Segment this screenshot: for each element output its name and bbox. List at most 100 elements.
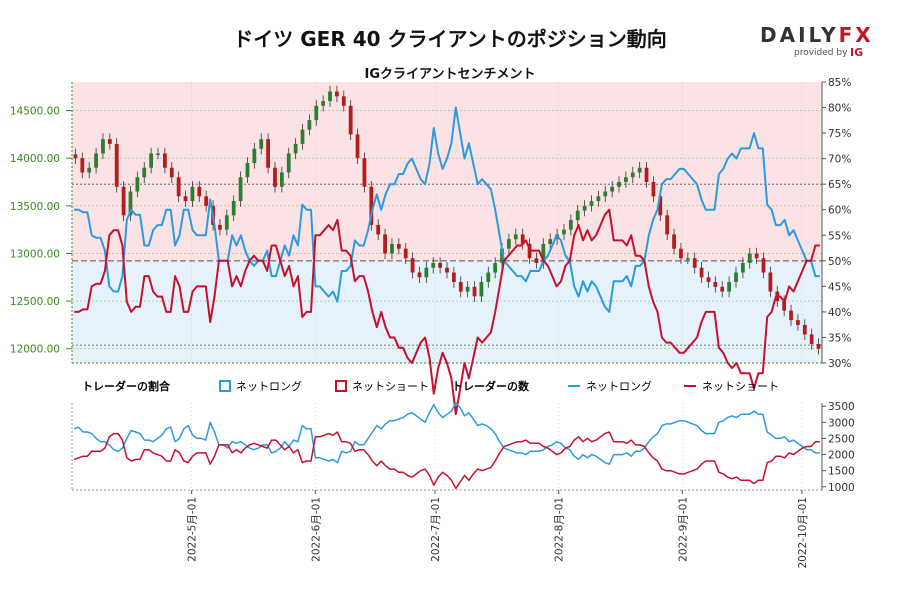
candle-body	[335, 91, 339, 97]
pct-tick-label: 70%	[828, 154, 851, 166]
candle-body	[204, 196, 209, 206]
candle-body	[279, 172, 284, 187]
candle-body	[568, 220, 573, 230]
net-short-zone	[72, 82, 822, 261]
candle-body	[754, 253, 759, 259]
candle-body	[176, 177, 181, 197]
legend-pct-heading: トレーダーの割合	[82, 379, 171, 393]
candle-body	[355, 134, 360, 159]
candle-body	[507, 239, 511, 249]
pct-tick-label: 45%	[828, 281, 851, 293]
candle-body	[156, 153, 160, 155]
candle-body	[314, 105, 319, 121]
candle-body	[734, 272, 738, 283]
date-tick-label: 2022-8月-01	[554, 497, 566, 562]
pct-tick-label: 80%	[828, 103, 851, 115]
candle-body	[266, 139, 270, 168]
candle-body	[114, 143, 119, 187]
logo-provided-by: provided by	[794, 48, 848, 58]
candle-body	[479, 282, 484, 297]
candle-body	[190, 186, 195, 202]
candle-body	[596, 196, 601, 202]
candle-body	[94, 153, 98, 168]
candle-body	[465, 286, 470, 292]
candle-body	[238, 177, 243, 202]
candle-body	[747, 253, 752, 263]
candle-body	[417, 272, 422, 278]
price-tick-label: 14000.00	[10, 153, 60, 165]
candle-body	[493, 262, 498, 273]
candle-body	[665, 215, 670, 235]
price-tick-label: 13000.00	[10, 248, 60, 260]
candle-body	[348, 105, 353, 135]
candle-body	[699, 267, 704, 278]
candle-body	[672, 234, 676, 249]
net-short-count-line	[73, 431, 820, 490]
pct-tick-label: 85%	[828, 77, 851, 89]
candle-body	[197, 186, 202, 197]
candle-body	[720, 286, 725, 292]
candle-body	[617, 182, 621, 187]
pct-tick-label: 60%	[828, 205, 851, 217]
dailyfx-logo: DAILYFX provided by IG	[758, 23, 871, 63]
count-tick-label: 3000	[828, 417, 855, 429]
candle-body	[403, 248, 408, 259]
candle-body	[589, 201, 594, 206]
candle-body	[121, 186, 126, 216]
candle-body	[300, 129, 305, 144]
candle-body	[390, 243, 394, 254]
date-axis: 2022-5月-01 2022-6月-01 2022-7月-01 2022-8月-01…	[187, 490, 809, 569]
candle-body	[87, 167, 92, 173]
candle-body	[486, 272, 491, 283]
pct-tick-label: 40%	[828, 307, 851, 319]
pct-tick-label: 65%	[828, 179, 851, 191]
candle-body	[376, 224, 381, 235]
candle-body	[362, 158, 367, 187]
candle-body	[802, 324, 807, 335]
candle-body	[500, 248, 504, 263]
candle-body	[575, 210, 580, 221]
count-tick-label: 1000	[828, 482, 855, 494]
candle-body	[472, 286, 477, 297]
candle-body	[685, 258, 690, 260]
price-tick-label: 13500.00	[10, 201, 60, 213]
count-tick-label: 3500	[828, 401, 855, 413]
candle-body	[582, 205, 587, 211]
candle-body	[286, 153, 291, 173]
candle-body	[796, 320, 800, 325]
candle-body	[782, 301, 787, 311]
candle-body	[224, 215, 229, 230]
candle-body	[80, 158, 85, 173]
candle-body	[740, 262, 745, 273]
candle-body	[692, 258, 697, 268]
candle-body	[273, 167, 277, 187]
candle-body	[293, 143, 298, 154]
count-tick-label: 1500	[828, 466, 855, 478]
candle-body	[451, 272, 456, 283]
legend-pct-long-swatch	[219, 380, 231, 392]
candle-body	[424, 267, 429, 278]
candle-body	[630, 172, 635, 178]
candle-body	[610, 186, 615, 192]
candle-body	[789, 310, 793, 321]
candle-body	[603, 191, 608, 197]
candle-body	[396, 243, 401, 249]
legend-count-short-label: ネットショート	[702, 380, 779, 393]
net-long-pct-line	[74, 106, 820, 313]
candle-body	[245, 162, 250, 178]
candle-body	[410, 258, 415, 273]
candle-body	[658, 196, 663, 216]
sentiment-panel: 12000.00 12500.00 13000.00 13500.00 14000.00…	[10, 77, 851, 416]
net-short-pct-line	[74, 208, 820, 416]
date-tick-label: 2022-5月-01	[187, 497, 199, 562]
candle-body	[431, 262, 436, 268]
legend-pct-long-label: ネットロング	[236, 379, 302, 393]
logo-ig: IG	[850, 46, 864, 59]
candle-body	[101, 139, 105, 154]
candle-body	[231, 201, 236, 216]
candle-body	[624, 177, 628, 183]
candle-body	[149, 153, 154, 168]
candle-body	[713, 282, 718, 287]
chart-title: ドイツ GER 40 クライアントのポジション動向	[233, 27, 667, 51]
